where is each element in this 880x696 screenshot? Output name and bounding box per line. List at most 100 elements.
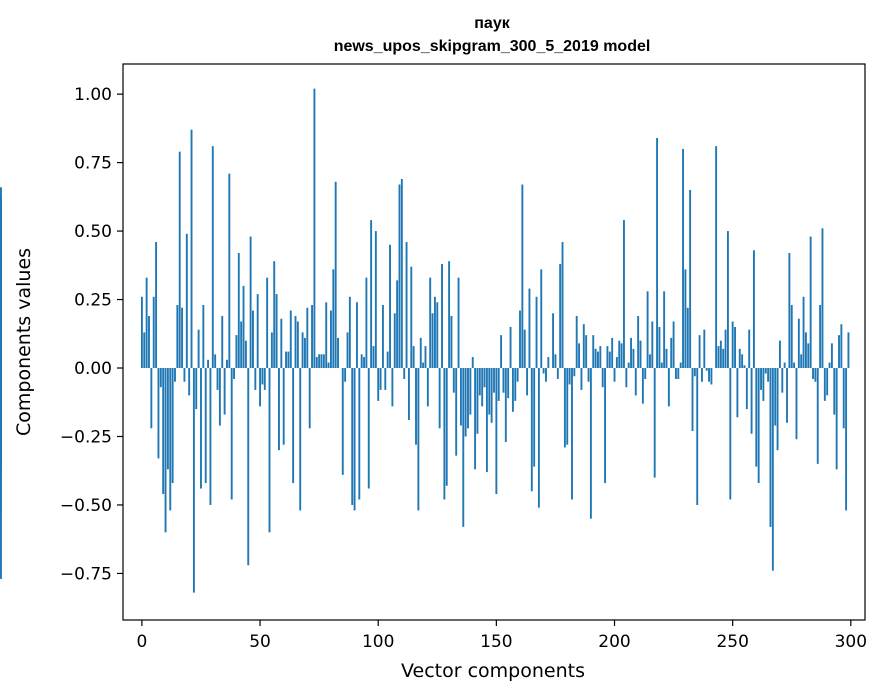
bar [812, 368, 814, 379]
bar [535, 296, 538, 369]
bar [696, 368, 699, 505]
x-axis-ticks: 0 50 100 150 200 250 300 [136, 620, 867, 652]
bar [568, 368, 571, 385]
bar [814, 368, 817, 382]
bar [152, 296, 155, 369]
bar [764, 368, 767, 374]
bar [266, 277, 269, 369]
bar [641, 368, 644, 404]
bar [797, 318, 800, 369]
bar [195, 368, 198, 410]
bar [278, 368, 280, 451]
bar [384, 368, 387, 390]
bar [353, 368, 356, 511]
bar [703, 329, 706, 369]
bar [438, 368, 441, 429]
bar [334, 181, 337, 369]
bar [653, 368, 656, 478]
bar [256, 294, 259, 369]
bar [320, 354, 323, 369]
bar [483, 368, 486, 388]
bar [386, 351, 389, 369]
bar [242, 285, 245, 369]
bar [646, 291, 649, 369]
bar [240, 321, 243, 369]
bar [218, 368, 221, 426]
bar [148, 315, 150, 369]
bar [540, 269, 543, 369]
bar [833, 368, 836, 415]
bar [455, 368, 458, 456]
bar [790, 305, 793, 369]
bar [188, 368, 191, 396]
bar [443, 368, 446, 500]
bar [396, 280, 399, 369]
bar [166, 368, 169, 470]
x-tick-label: 150 [480, 632, 512, 652]
y-tick-label: 0.50 [74, 222, 112, 242]
bar [693, 368, 696, 377]
x-tick-label: 200 [598, 632, 630, 652]
bar [171, 368, 174, 484]
bar [481, 368, 484, 407]
bar [311, 305, 313, 369]
bar [691, 368, 694, 432]
bar [330, 310, 332, 369]
bar [424, 346, 427, 369]
bar [686, 307, 689, 369]
bar [769, 368, 772, 527]
bar [221, 315, 224, 369]
bar [757, 368, 760, 484]
bar [748, 329, 751, 369]
bar [204, 368, 207, 484]
bar [715, 146, 718, 369]
bar [597, 351, 599, 369]
bar [842, 368, 845, 429]
y-tick-label: 0.75 [74, 154, 112, 174]
bar [325, 302, 328, 369]
bar [157, 368, 160, 459]
bar [783, 362, 786, 369]
bar [200, 368, 202, 489]
bar [502, 368, 505, 393]
bar [802, 296, 805, 369]
bar [471, 357, 474, 369]
x-tick-label: 100 [362, 632, 394, 652]
bar [781, 368, 784, 393]
bar [729, 368, 732, 500]
bar [318, 354, 321, 369]
bar [625, 368, 628, 388]
bar [547, 357, 550, 369]
bar [389, 244, 391, 369]
bar [575, 315, 578, 369]
bar [183, 368, 186, 382]
bar [372, 346, 375, 369]
bar [592, 335, 595, 369]
bar [169, 368, 172, 511]
bar [313, 88, 316, 369]
bar [804, 332, 807, 369]
bar [807, 343, 810, 369]
bar [379, 368, 382, 390]
bar [192, 368, 195, 593]
bar [415, 368, 417, 445]
bar [282, 368, 285, 445]
bar [233, 368, 236, 379]
bar [332, 269, 335, 369]
bar [511, 368, 514, 412]
bar [230, 368, 233, 500]
bar [734, 326, 736, 369]
bar [566, 368, 569, 445]
bar [719, 340, 722, 369]
bar [698, 335, 701, 369]
bar [705, 368, 708, 371]
bar [280, 318, 283, 369]
bar [523, 329, 526, 369]
bar [150, 368, 153, 429]
y-axis-label: Components values [13, 248, 35, 436]
bar [606, 346, 609, 369]
bar [410, 266, 413, 369]
bar [252, 310, 254, 369]
bar [467, 368, 469, 429]
y-tick-label: −0.75 [60, 564, 112, 584]
